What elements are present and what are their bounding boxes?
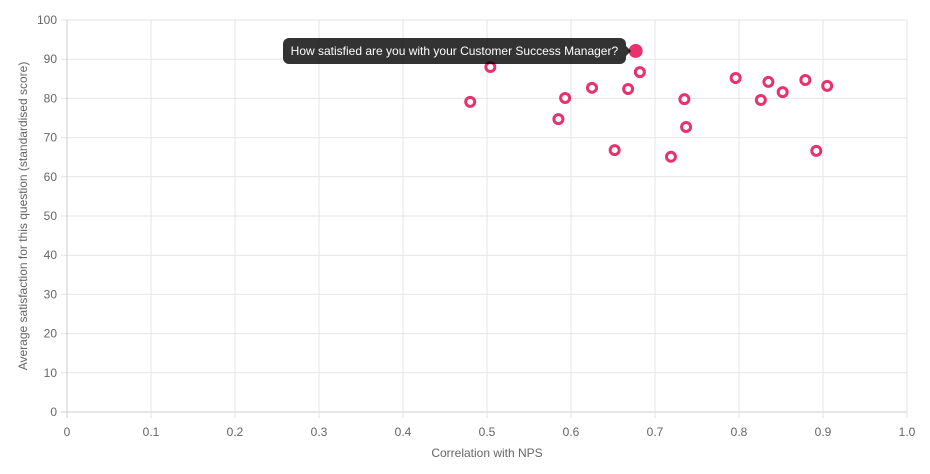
y-axis-ticks: 0 10 20 30 40 50 60 70 80 90 100 xyxy=(37,13,57,419)
y-tick-label: 20 xyxy=(44,327,58,341)
y-tick-label: 100 xyxy=(37,13,57,27)
data-point[interactable] xyxy=(678,93,691,106)
data-point[interactable] xyxy=(552,113,565,126)
data-point[interactable] xyxy=(810,144,823,157)
y-tick-label: 50 xyxy=(44,209,58,223)
x-tick-label: 0.6 xyxy=(563,425,580,439)
point-tooltip: How satisfied are you with your Customer… xyxy=(282,37,632,64)
y-tick-label: 60 xyxy=(44,170,58,184)
data-point[interactable] xyxy=(680,121,693,134)
data-point[interactable] xyxy=(729,72,742,85)
data-point[interactable] xyxy=(608,144,621,157)
x-tick-label: 0.5 xyxy=(479,425,496,439)
x-tick-label: 0.7 xyxy=(647,425,664,439)
data-point[interactable] xyxy=(586,81,598,94)
x-tick-label: 1.0 xyxy=(899,425,916,439)
data-point[interactable] xyxy=(754,93,767,106)
x-tick-label: 0.9 xyxy=(815,425,832,439)
y-tick-label: 40 xyxy=(44,248,58,262)
data-point[interactable] xyxy=(559,92,572,105)
data-point[interactable] xyxy=(762,75,775,88)
data-point[interactable] xyxy=(633,66,646,79)
x-tick-label: 0.8 xyxy=(731,425,748,439)
data-point[interactable] xyxy=(622,82,635,95)
y-tick-label: 30 xyxy=(44,287,58,301)
x-axis-title: Correlation with NPS xyxy=(431,446,542,460)
y-tick-label: 10 xyxy=(44,366,58,380)
data-point[interactable] xyxy=(799,73,812,86)
data-point[interactable] xyxy=(664,150,677,163)
x-tick-label: 0.2 xyxy=(227,425,244,439)
x-tick-label: 0.4 xyxy=(395,425,412,439)
data-point[interactable] xyxy=(776,86,789,99)
y-tick-label: 90 xyxy=(44,52,58,66)
x-tick-label: 0 xyxy=(64,425,71,439)
y-tick-label: 80 xyxy=(44,91,58,105)
data-point[interactable] xyxy=(821,79,834,92)
x-axis-ticks: 0 0.1 0.2 0.3 0.4 0.5 0.6 0.7 0.8 0.9 1.0 xyxy=(64,425,916,439)
y-tick-label: 0 xyxy=(50,405,57,419)
data-points xyxy=(464,43,834,163)
x-tick-label: 0.1 xyxy=(143,425,160,439)
grid-lines xyxy=(61,19,908,418)
y-axis-title: Average satisfaction for this question (… xyxy=(16,62,30,371)
x-tick-label: 0.3 xyxy=(311,425,328,439)
y-tick-label: 70 xyxy=(44,131,58,145)
data-point[interactable] xyxy=(464,95,477,108)
